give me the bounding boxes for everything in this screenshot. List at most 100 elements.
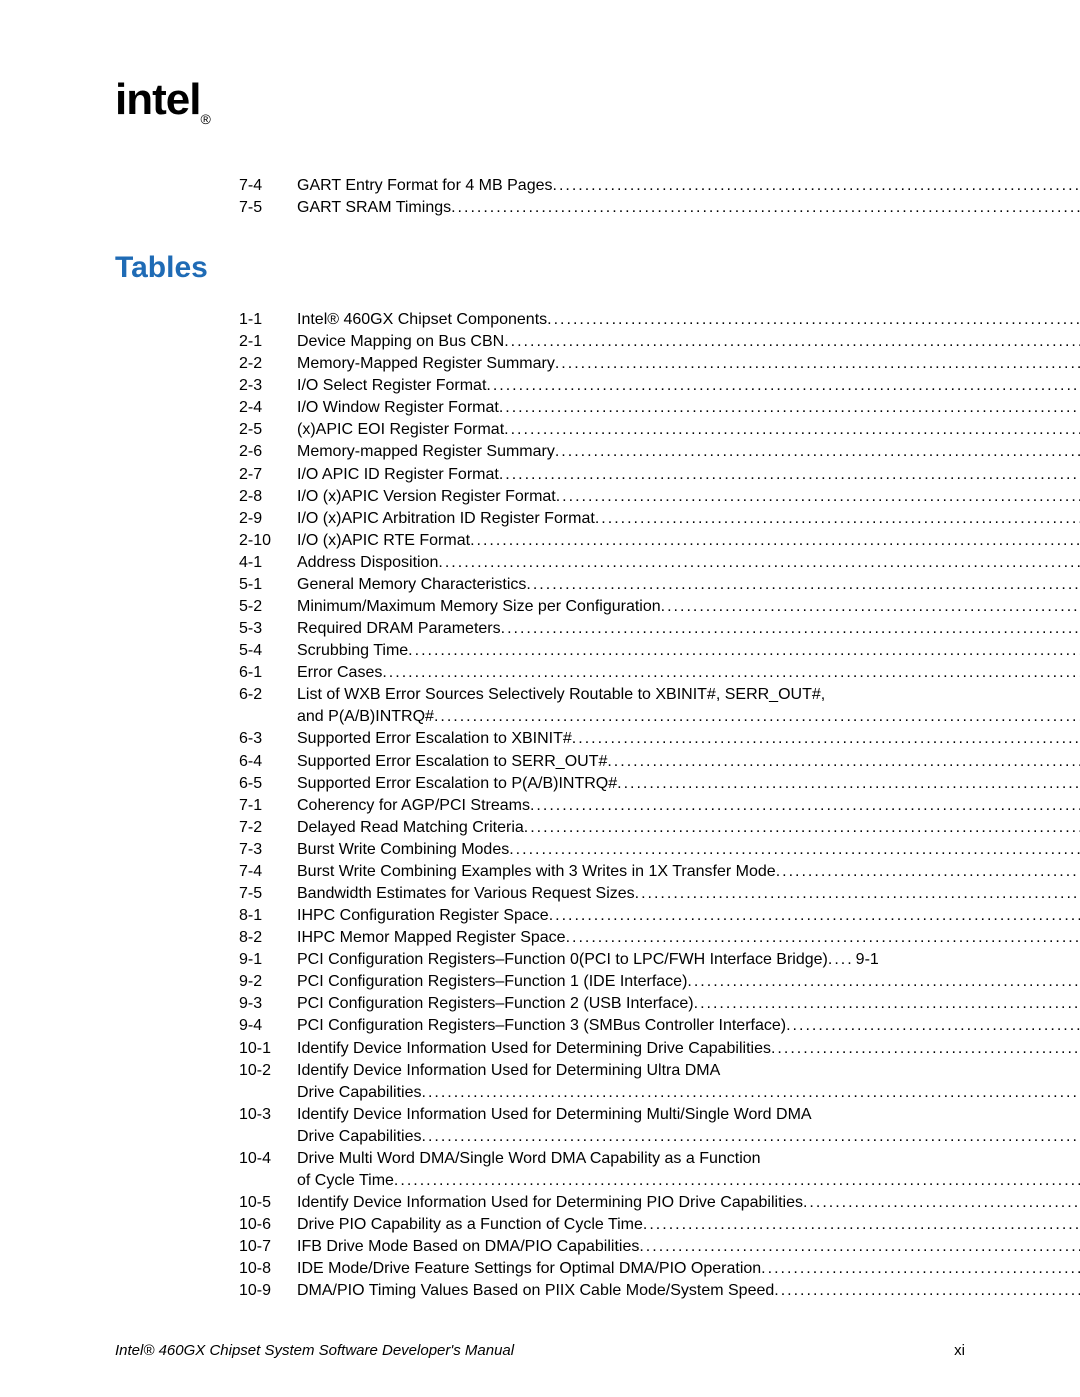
toc-body: GART SRAM Timings ......................… — [297, 197, 1080, 219]
toc-number: 10-2 — [239, 1060, 297, 1082]
toc-number: 7-1 — [239, 795, 297, 817]
toc-body: PCI Configuration Registers–Function 2 (… — [297, 993, 1080, 1015]
toc-number: 2-3 — [239, 375, 297, 397]
toc-row: 10-9DMA/PIO Timing Values Based on PIIX … — [239, 1280, 965, 1302]
toc-row: 2-9I/O (x)APIC Arbitration ID Register F… — [239, 508, 965, 530]
toc-body: I/O APIC ID Register Format ............… — [297, 464, 1080, 486]
toc-title: GART Entry Format for 4 MB Pages — [297, 175, 553, 197]
toc-number: 7-5 — [239, 197, 297, 219]
toc-leader: ........................................… — [607, 751, 1080, 773]
toc-leader: ........................................… — [639, 1236, 1080, 1258]
toc-body: IDE Mode/Drive Feature Settings for Opti… — [297, 1258, 1080, 1280]
toc-number: 1-1 — [239, 309, 297, 331]
tables-heading: Tables — [115, 251, 965, 285]
toc-number: 7-3 — [239, 839, 297, 861]
toc-body: DMA/PIO Timing Values Based on PIIX Cabl… — [297, 1280, 1080, 1302]
toc-body: Identify Device Information Used for Det… — [297, 1060, 1080, 1104]
toc-title: Minimum/Maximum Memory Size per Configur… — [297, 596, 661, 618]
toc-row: 10-7IFB Drive Mode Based on DMA/PIO Capa… — [239, 1236, 965, 1258]
toc-number: 10-8 — [239, 1258, 297, 1280]
toc-body: I/O Select Register Format .............… — [297, 375, 1080, 397]
toc-row: 2-6Memory-mapped Register Summary ......… — [239, 441, 965, 463]
toc-title: IDE Mode/Drive Feature Settings for Opti… — [297, 1258, 761, 1280]
toc-continuation: and P(A/B)INTRQ# .......................… — [297, 706, 1080, 728]
toc-title: PCI Configuration Registers–Function 2 (… — [297, 993, 694, 1015]
toc-row: 9-1 PCI Configuration Registers–Function … — [239, 949, 965, 971]
toc-title: Delayed Read Matching Criteria — [297, 817, 524, 839]
toc-body: I/O (x)APIC Version Register Format ....… — [297, 486, 1080, 508]
toc-title: Identify Device Information Used for Det… — [297, 1192, 803, 1214]
toc-row: 2-10I/O (x)APIC RTE Format .............… — [239, 530, 965, 552]
toc-leader: .... — [828, 949, 854, 971]
toc-body: I/O Window Register Format .............… — [297, 397, 1080, 419]
toc-row: 7-5Bandwidth Estimates for Various Reque… — [239, 883, 965, 905]
toc-body: IHPC Configuration Register Space ......… — [297, 905, 1080, 927]
toc-title: DMA/PIO Timing Values Based on PIIX Cabl… — [297, 1280, 774, 1302]
page-footer: Intel® 460GX Chipset System Software Dev… — [115, 1342, 965, 1359]
toc-body: IHPC Memor Mapped Register Space .......… — [297, 927, 1080, 949]
toc-title: Bandwidth Estimates for Various Request … — [297, 883, 635, 905]
toc-title: Error Cases — [297, 662, 382, 684]
toc-row: 7-2Delayed Read Matching Criteria ......… — [239, 817, 965, 839]
toc-leader: ........................................… — [438, 552, 1080, 574]
toc-row: 6-4Supported Error Escalation to SERR_OU… — [239, 751, 965, 773]
toc-number: 10-4 — [239, 1148, 297, 1170]
toc-number: 2-8 — [239, 486, 297, 508]
toc-title: Scrubbing Time — [297, 640, 408, 662]
toc-continuation: of Cycle Time ..........................… — [297, 1170, 1080, 1192]
toc-body: GART Entry Format for 4 MB Pages .......… — [297, 175, 1080, 197]
toc-row: 10-2Identify Device Information Used for… — [239, 1060, 965, 1104]
toc-leader: ........................................… — [509, 839, 1080, 861]
toc-number: 2-1 — [239, 331, 297, 353]
toc-title: I/O APIC ID Register Format — [297, 464, 499, 486]
toc-title: Required DRAM Parameters — [297, 618, 501, 640]
toc-row: 9-3PCI Configuration Registers–Function … — [239, 993, 965, 1015]
toc-leader: ........................................… — [635, 883, 1080, 905]
toc-body: Drive PIO Capability as a Function of Cy… — [297, 1214, 1080, 1236]
toc-body: General Memory Characteristics .........… — [297, 574, 1080, 596]
toc-leader: ........................................… — [524, 817, 1080, 839]
toc-leader: ........................................… — [547, 309, 1080, 331]
toc-leader: ........................................… — [774, 1280, 1080, 1302]
toc-body: Intel® 460GX Chipset Components ........… — [297, 309, 1080, 331]
toc-leader: ........................................… — [643, 1214, 1080, 1236]
toc-title: Identify Device Information Used for Det… — [297, 1104, 1080, 1126]
toc-number: 7-4 — [239, 175, 297, 197]
toc-leader: ........................................… — [617, 773, 1080, 795]
toc-title: Identify Device Information Used for Det… — [297, 1060, 1080, 1082]
toc-leader: ........................................… — [761, 1258, 1080, 1280]
toc-number: 2-6 — [239, 441, 297, 463]
toc-body: Burst Write Combining Modes ............… — [297, 839, 1080, 861]
toc-page: 9-1 — [854, 949, 879, 971]
toc-leader: ........................................… — [555, 353, 1080, 375]
toc-row: 2-1Device Mapping on Bus CBN ...........… — [239, 331, 965, 353]
toc-leader: ........................................… — [553, 175, 1080, 197]
toc-number: 10-6 — [239, 1214, 297, 1236]
toc-leader: ........................................… — [451, 197, 1080, 219]
toc-row: 9-4PCI Configuration Registers–Function … — [239, 1015, 965, 1037]
toc-number: 9-4 — [239, 1015, 297, 1037]
toc-row: 2-4I/O Window Register Format ..........… — [239, 397, 965, 419]
toc-row: 2-2Memory-Mapped Register Summary ......… — [239, 353, 965, 375]
toc-number: 7-5 — [239, 883, 297, 905]
toc-title: PCI Configuration Registers–Function 0(P… — [297, 949, 828, 971]
toc-title: I/O (x)APIC RTE Format — [297, 530, 470, 552]
toc-number: 7-4 — [239, 861, 297, 883]
intel-logo: intel® — [115, 75, 965, 127]
toc-title: Burst Write Combining Examples with 3 Wr… — [297, 861, 776, 883]
toc-leader: ........................................… — [555, 441, 1080, 463]
toc-continuation: Drive Capabilities .....................… — [297, 1126, 1080, 1148]
toc-number: 10-9 — [239, 1280, 297, 1302]
toc-leader: ........................................… — [486, 375, 1080, 397]
toc-body: Delayed Read Matching Criteria .........… — [297, 817, 1080, 839]
toc-body: (x)APIC EOI Register Format ............… — [297, 419, 1080, 441]
footer-title: Intel® 460GX Chipset System Software Dev… — [115, 1342, 514, 1359]
toc-number: 4-1 — [239, 552, 297, 574]
logo-text: intel — [115, 75, 200, 124]
toc-body: Memory-Mapped Register Summary .........… — [297, 353, 1080, 375]
toc-number: 10-7 — [239, 1236, 297, 1258]
toc-leader: ........................................… — [661, 596, 1080, 618]
toc-leader: ........................................… — [530, 795, 1080, 817]
toc-number: 6-2 — [239, 684, 297, 706]
toc-leader: ........................................… — [786, 1015, 1080, 1037]
